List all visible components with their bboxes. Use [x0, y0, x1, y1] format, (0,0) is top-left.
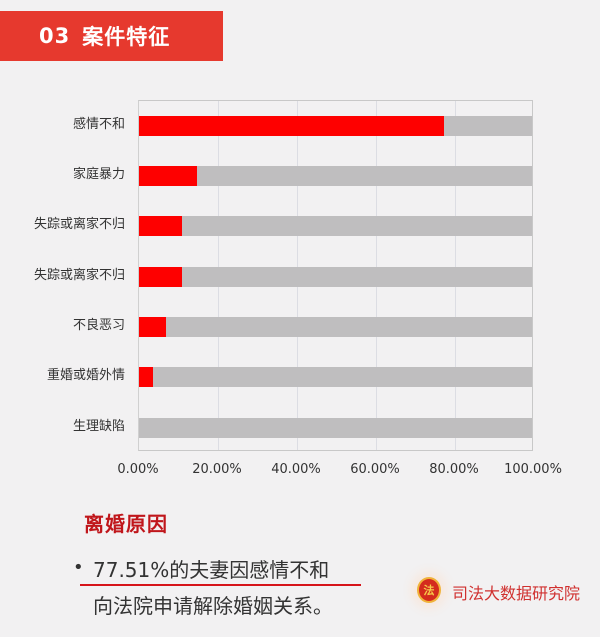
x-tick-label: 100.00% [504, 462, 562, 477]
bar-background [139, 418, 532, 438]
bar-value [139, 116, 444, 136]
bar-value [139, 267, 182, 287]
bar-value [139, 317, 166, 337]
x-tick-label: 0.00% [117, 462, 159, 477]
summary-line-2: 向法院申请解除婚姻关系。 [93, 594, 333, 618]
bar-background [139, 267, 532, 287]
court-emblem-icon: 法 [417, 577, 441, 603]
category-label: 不良恶习 [72, 318, 125, 333]
category-label: 重婚或婚外情 [46, 368, 125, 383]
category-label: 失踪或离家不归 [33, 217, 125, 232]
section-title: 案件特征 [82, 25, 171, 49]
section-header: 03 案件特征 [0, 11, 223, 61]
x-tick-label: 20.00% [192, 462, 242, 477]
bar-background [139, 367, 532, 387]
bar-row [139, 116, 532, 136]
x-tick-label: 60.00% [350, 462, 400, 477]
bar-row [139, 267, 532, 287]
bar-row [139, 166, 532, 186]
bar-background [139, 216, 532, 236]
highlight-underline [80, 584, 361, 586]
bar-value [139, 367, 153, 387]
bar-row [139, 317, 532, 337]
section-number: 03 [39, 24, 71, 48]
bar-value [139, 166, 197, 186]
org-name: 司法大数据研究院 [452, 584, 581, 603]
category-label: 失踪或离家不归 [33, 268, 125, 283]
category-label: 感情不和 [72, 117, 125, 132]
bullet-dot: • [73, 557, 84, 578]
category-label: 家庭暴力 [72, 167, 125, 182]
bar-background [139, 166, 532, 186]
summary-line-1: 77.51%的夫妻因感情不和 [93, 558, 330, 582]
bar-row [139, 216, 532, 236]
category-label: 生理缺陷 [72, 419, 125, 434]
x-tick-label: 80.00% [429, 462, 479, 477]
bar-chart [138, 100, 533, 451]
bar-value [139, 216, 182, 236]
x-tick-label: 40.00% [271, 462, 321, 477]
bar-row [139, 418, 532, 438]
summary-title: 离婚原因 [84, 512, 168, 536]
bar-background [139, 317, 532, 337]
bar-row [139, 367, 532, 387]
